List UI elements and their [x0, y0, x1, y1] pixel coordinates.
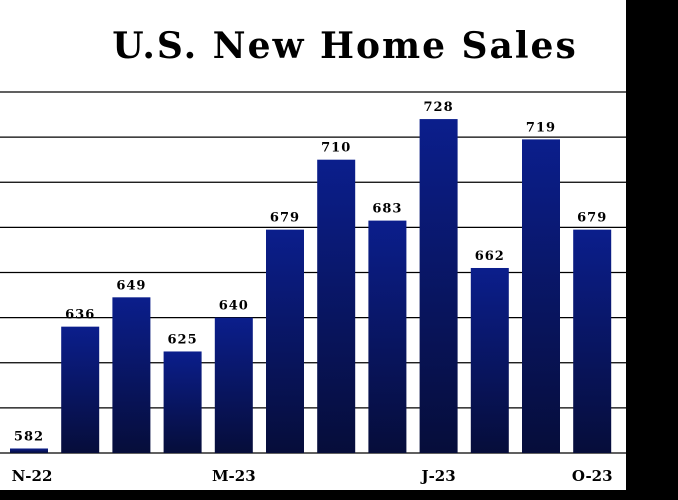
data-label: 640: [219, 299, 249, 314]
bar: [10, 448, 48, 453]
y-tick-label: 720: [636, 128, 667, 147]
data-label: 582: [14, 429, 44, 444]
y-tick-label: 580: [636, 444, 667, 463]
x-tick-label: N-22: [12, 467, 53, 485]
data-label: 662: [475, 249, 505, 264]
data-label: 679: [270, 211, 300, 226]
y-tick-label: 740: [636, 83, 667, 102]
bar: [266, 229, 304, 453]
data-label: 679: [577, 211, 607, 226]
data-label: 728: [424, 100, 454, 115]
data-labels: 582 636 649 625 640 679 710 683 728 662 719 679: [14, 100, 607, 444]
bar: [368, 220, 407, 453]
data-label: 683: [372, 202, 402, 217]
y-tick-label: 660: [636, 264, 667, 283]
data-label: 719: [526, 120, 556, 135]
bar: [163, 351, 202, 453]
bar: [419, 119, 458, 453]
x-tick-label: J-23: [419, 467, 455, 485]
y-tick-label: 600: [636, 399, 667, 418]
y-axis: 580 600 620 640 660 680 700 720 740: [636, 83, 667, 463]
data-label: 649: [116, 278, 146, 293]
bar: [317, 159, 356, 453]
bars: [10, 119, 612, 453]
data-label: 710: [321, 141, 351, 156]
y-tick-label: 620: [636, 354, 667, 373]
bar: [573, 229, 612, 453]
y-tick-label: 680: [636, 218, 667, 237]
data-label: 625: [168, 332, 198, 347]
chart-title: U.S. New Home Sales: [112, 25, 577, 67]
bar: [112, 297, 151, 453]
x-tick-label: M-23: [212, 467, 256, 485]
bar: [522, 139, 560, 453]
x-axis: N-22 M-23 J-23 O-23: [12, 467, 613, 485]
x-tick-label: O-23: [572, 467, 613, 485]
bar: [470, 267, 509, 453]
bar: [214, 317, 253, 453]
bar: [61, 326, 100, 453]
y-tick-label: 700: [636, 173, 667, 192]
data-label: 636: [65, 308, 95, 323]
y-tick-label: 640: [636, 309, 667, 328]
